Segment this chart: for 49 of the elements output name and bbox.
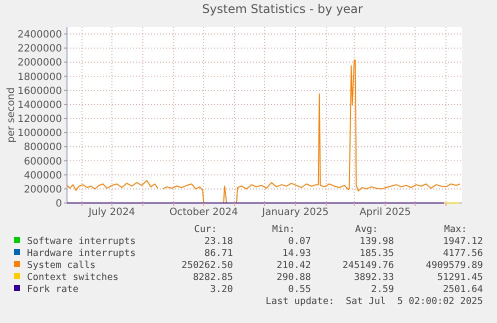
text: 290.88: [276, 272, 312, 283]
y-tick-label: 200000: [24, 184, 62, 196]
text: 3892.33: [354, 272, 394, 283]
text: 139.98: [360, 236, 394, 247]
y-tick-label: 2000000: [17, 58, 62, 69]
text: Min:: [272, 224, 295, 235]
text: 4177.56: [442, 248, 484, 259]
text: 0.55: [288, 284, 311, 295]
y-tick-label: 600000: [24, 156, 62, 168]
text: Max:: [444, 224, 467, 235]
text: 86.71: [204, 248, 234, 259]
chart-title: System Statistics - by year: [202, 2, 363, 16]
y-tick-label: 400000: [24, 170, 62, 182]
text: 2501.64: [442, 284, 484, 295]
text: 23.18: [204, 236, 234, 247]
text: 51291.45: [437, 272, 483, 283]
text: Avg:: [355, 224, 378, 235]
y-tick-label: 800000: [24, 142, 62, 154]
y-tick-label: 2400000: [17, 30, 62, 41]
text: 8282.85: [192, 272, 233, 283]
text: 0.07: [288, 236, 311, 247]
text: Cur:: [194, 224, 217, 235]
text: Last update: Sat Jul 5 02:00:02 2025: [266, 296, 483, 307]
y-tick-label: 1200000: [17, 114, 62, 126]
x-tick-label: October 2024: [169, 207, 238, 218]
y-tick-label: 0: [56, 198, 62, 210]
text: 4909579.89: [426, 260, 484, 271]
x-tick-label: July 2024: [88, 207, 136, 218]
legend-label: System calls: [27, 260, 96, 271]
text: 14.93: [282, 248, 311, 259]
y-tick-label: 1400000: [17, 100, 62, 111]
y-tick-label: 2200000: [17, 44, 62, 55]
text: 1947.12: [442, 236, 483, 247]
legend-label: Software interrupts: [27, 236, 136, 247]
text: 185.35: [360, 248, 394, 259]
legend-label: Context switches: [27, 272, 119, 283]
x-tick-label: January 2025: [261, 207, 329, 218]
y-tick-label: 1600000: [17, 86, 62, 97]
text: 250262.50: [182, 260, 234, 271]
text: 3.20: [210, 284, 234, 295]
y-tick-label: 1000000: [17, 128, 62, 140]
text: 2.59: [371, 284, 394, 295]
text: 210.42: [276, 260, 311, 271]
text: 245149.76: [342, 260, 394, 271]
x-tick-label: April 2025: [359, 207, 411, 218]
y-tick-label: 1800000: [17, 72, 62, 83]
legend-label: Hardware interrupts: [27, 248, 136, 259]
legend-label: Fork rate: [27, 284, 79, 295]
y-axis-title: per second: [6, 87, 17, 143]
